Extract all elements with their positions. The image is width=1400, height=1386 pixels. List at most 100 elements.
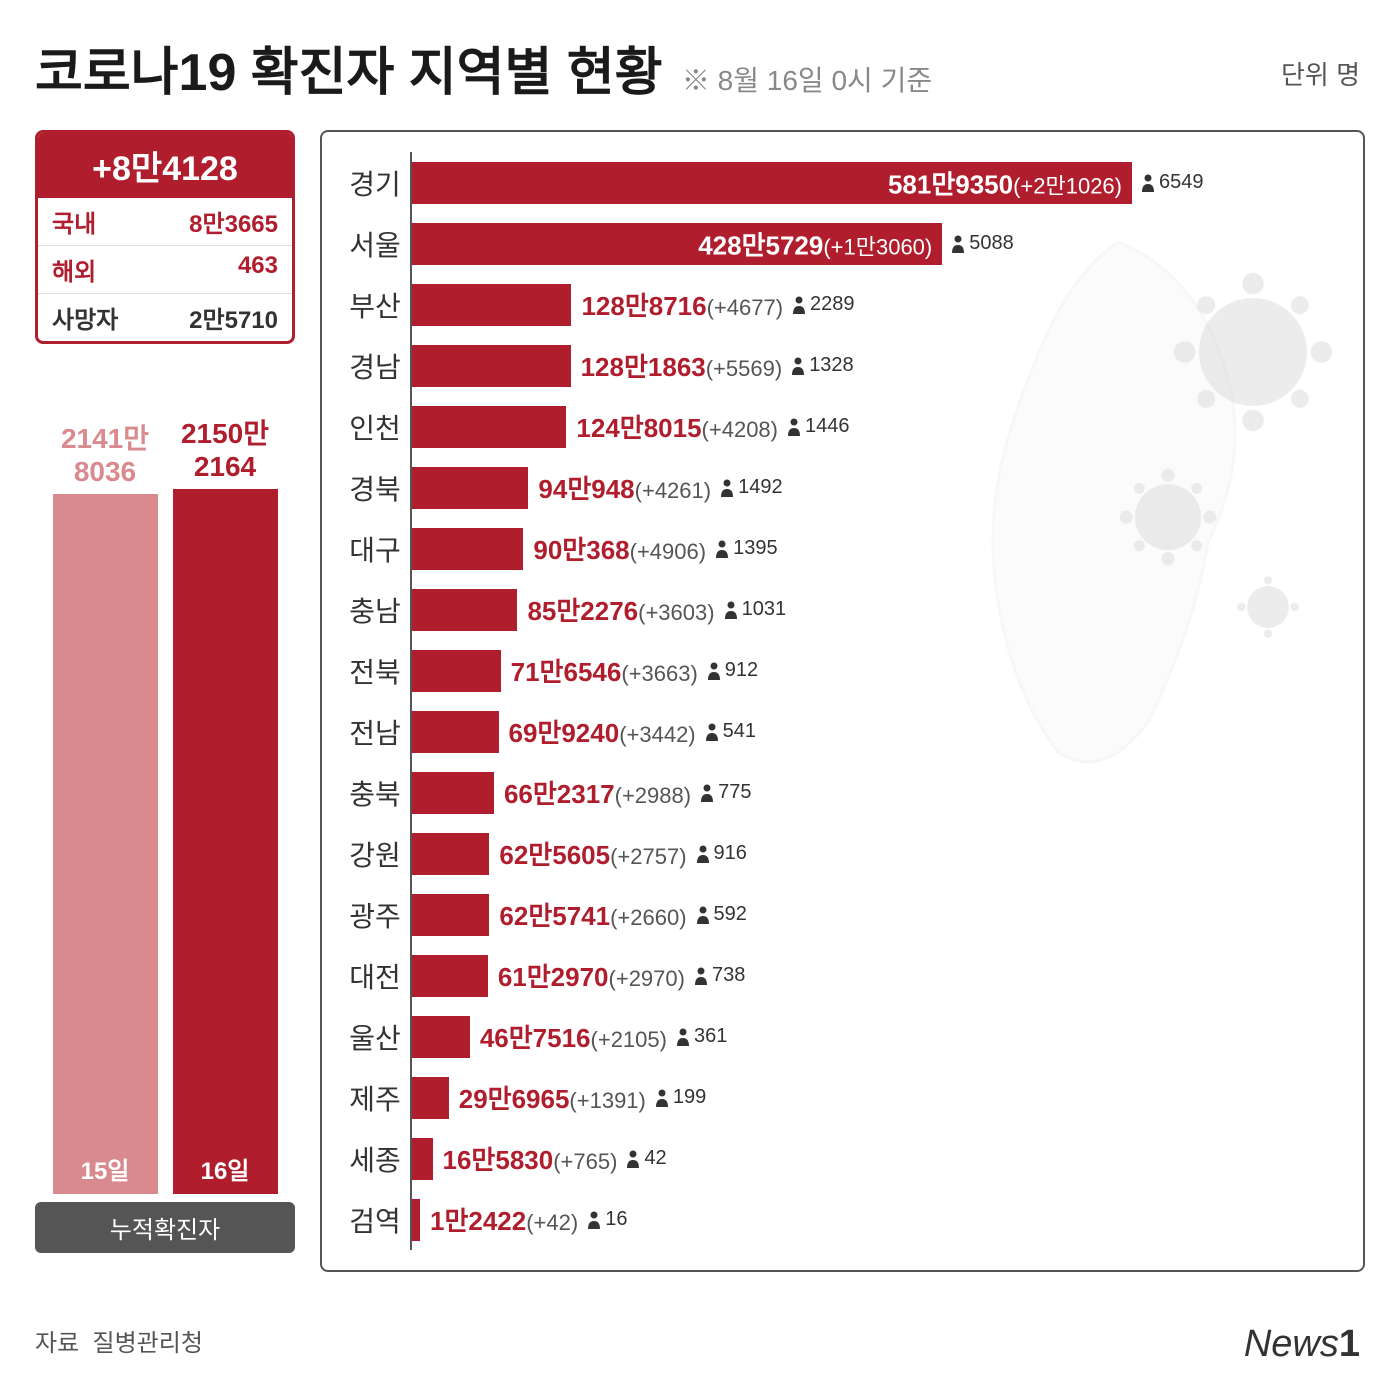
region-bar (412, 406, 566, 448)
bar-area: 128만1863(+5569) 1328 (412, 345, 1345, 387)
person-icon (699, 784, 715, 802)
region-row: 경남 128만1863(+5569) 1328 (340, 335, 1345, 396)
region-bar (412, 955, 488, 997)
region-bar (412, 1077, 449, 1119)
region-deaths: 1492 (719, 476, 783, 499)
region-total: 85만2276(+3603) (527, 591, 714, 628)
region-total: 69만9240(+3442) (509, 713, 696, 750)
region-deaths: 1395 (714, 537, 778, 560)
region-row: 대전 61만2970(+2970) 738 (340, 945, 1345, 1006)
region-name: 경남 (340, 335, 412, 396)
region-name: 인천 (340, 396, 412, 457)
person-icon (695, 906, 711, 924)
region-name: 서울 (340, 213, 412, 274)
region-deaths: 775 (699, 781, 751, 804)
bar-area: 62만5605(+2757) 916 (412, 833, 1345, 875)
region-deaths: 361 (675, 1025, 727, 1048)
region-name: 경기 (340, 152, 412, 213)
region-bar (412, 1016, 470, 1058)
region-deaths: 5088 (950, 232, 1014, 255)
region-name: 충북 (340, 762, 412, 823)
cumulative-bar: 2150만2164 16일 (173, 417, 278, 1194)
person-icon (706, 662, 722, 680)
source-footer: 자료 질병관리청 (35, 1323, 203, 1358)
region-row: 충남 85만2276(+3603) 1031 (340, 579, 1345, 640)
region-row: 대구 90만368(+4906) 1395 (340, 518, 1345, 579)
person-icon (723, 601, 739, 619)
person-icon (695, 845, 711, 863)
bar-area: 71만6546(+3663) 912 (412, 650, 1345, 692)
bar-area: 69만9240(+3442) 541 (412, 711, 1345, 753)
region-row: 제주 29만6965(+1391) 199 (340, 1067, 1345, 1128)
bar-area: 85만2276(+3603) 1031 (412, 589, 1345, 631)
bar-area: 581만9350(+2만1026) 6549 (412, 162, 1345, 204)
region-delta: (+42) (526, 1210, 578, 1235)
region-deaths: 1446 (786, 415, 850, 438)
summary-label: 해외 (52, 252, 96, 287)
region-delta: (+765) (553, 1149, 617, 1174)
person-icon (719, 479, 735, 497)
bar-area: 16만5830(+765) 42 (412, 1138, 1345, 1180)
person-icon (791, 296, 807, 314)
bar-area: 124만8015(+4208) 1446 (412, 406, 1345, 448)
region-delta: (+4677) (707, 295, 783, 320)
cumulative-bar-rect: 16일 (173, 489, 278, 1194)
region-row: 세종 16만5830(+765) 42 (340, 1128, 1345, 1189)
left-panel: +8만4128 국내8만3665해외463사망자2만5710 2141만8036… (35, 130, 295, 1272)
region-deaths: 738 (693, 964, 745, 987)
summary-value: 2만5710 (189, 300, 278, 335)
region-delta: (+2757) (610, 844, 686, 869)
region-delta: (+2105) (591, 1027, 667, 1052)
person-icon (625, 1150, 641, 1168)
summary-box: +8만4128 국내8만3665해외463사망자2만5710 (35, 130, 295, 344)
bar-area: 29만6965(+1391) 199 (412, 1077, 1345, 1119)
summary-row: 해외463 (38, 246, 292, 294)
summary-header: +8만4128 (38, 133, 292, 198)
region-total: 124만8015(+4208) (576, 408, 778, 445)
region-row: 충북 66만2317(+2988) 775 (340, 762, 1345, 823)
region-name: 대구 (340, 518, 412, 579)
region-deaths: 42 (625, 1147, 666, 1170)
source-label: 자료 (35, 1330, 79, 1357)
region-delta: (+5569) (706, 356, 782, 381)
region-name: 세종 (340, 1128, 412, 1189)
region-bar (412, 528, 523, 570)
region-row: 울산 46만7516(+2105) 361 (340, 1006, 1345, 1067)
infographic-container: 코로나19 확진자 지역별 현황 ※ 8월 16일 0시 기준 단위 명 +8만… (0, 0, 1400, 1386)
region-name: 광주 (340, 884, 412, 945)
region-delta: (+2만1026) (1013, 173, 1122, 198)
person-icon (950, 235, 966, 253)
region-name: 부산 (340, 274, 412, 335)
cumulative-day: 15일 (53, 1151, 158, 1186)
summary-row: 국내8만3665 (38, 198, 292, 246)
bar-area: 46만7516(+2105) 361 (412, 1016, 1345, 1058)
asof-label: ※ 8월 16일 0시 기준 (682, 65, 932, 96)
person-icon (586, 1211, 602, 1229)
region-bar (412, 284, 571, 326)
bar-area: 128만8716(+4677) 2289 (412, 284, 1345, 326)
region-name: 울산 (340, 1006, 412, 1067)
cumulative-day: 16일 (173, 1151, 278, 1186)
region-delta: (+4261) (635, 478, 711, 503)
region-total: 128만8716(+4677) (581, 286, 783, 323)
region-bar (412, 711, 499, 753)
region-deaths: 1031 (723, 598, 787, 621)
person-icon (790, 357, 806, 375)
region-total: 90만368(+4906) (533, 530, 706, 567)
bar-area: 94만948(+4261) 1492 (412, 467, 1345, 509)
region-bar (412, 345, 571, 387)
unit-label: 단위 명 (1281, 55, 1360, 92)
region-total: 428만5729(+1만3060) (698, 225, 932, 262)
person-icon (714, 540, 730, 558)
region-row: 서울 428만5729(+1만3060) 5088 (340, 213, 1345, 274)
bar-area: 428만5729(+1만3060) 5088 (412, 223, 1345, 265)
region-name: 경북 (340, 457, 412, 518)
page-title: 코로나19 확진자 지역별 현황 (35, 44, 662, 102)
region-row: 부산 128만8716(+4677) 2289 (340, 274, 1345, 335)
person-icon (704, 723, 720, 741)
region-deaths: 6549 (1140, 171, 1204, 194)
region-name: 강원 (340, 823, 412, 884)
region-total: 16만5830(+765) (443, 1140, 618, 1177)
source-value: 질병관리청 (93, 1330, 203, 1357)
region-deaths: 916 (695, 842, 747, 865)
